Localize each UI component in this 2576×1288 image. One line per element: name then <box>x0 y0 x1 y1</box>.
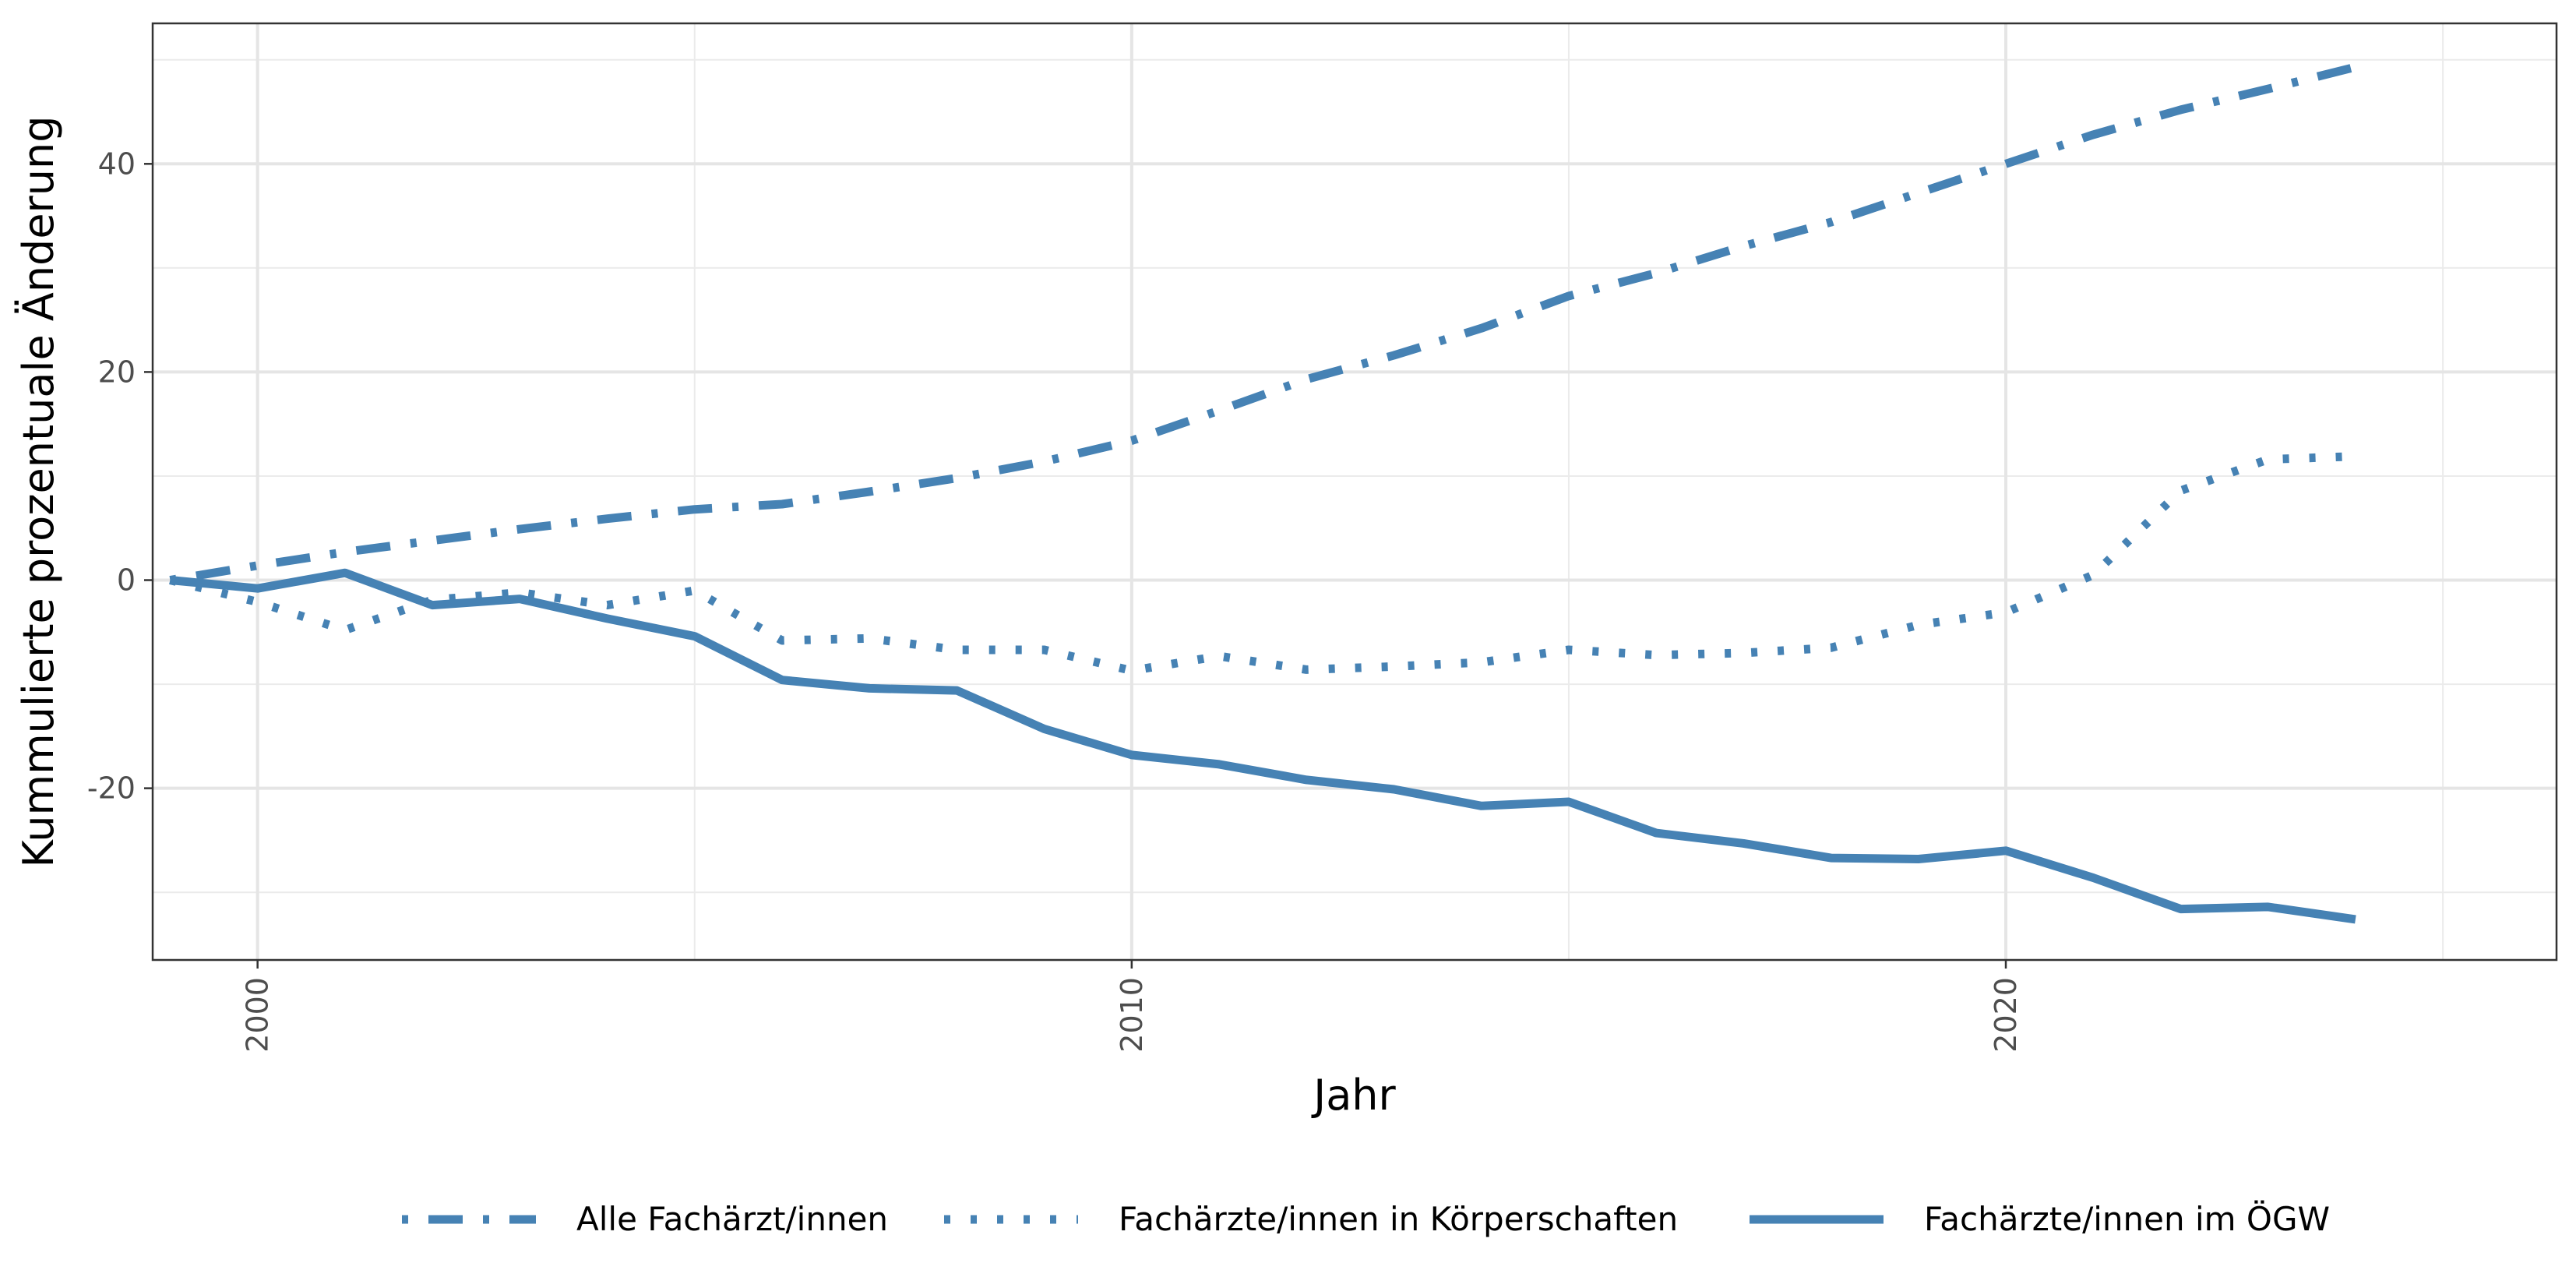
axis-ticks: -20 0 20 40 2000 2010 2020 <box>87 146 2023 1052</box>
series-line-0 <box>169 62 2357 584</box>
minor-gridlines <box>153 23 2557 960</box>
plot-panel-border <box>151 22 2558 962</box>
legend: Alle Fachärzt/innen Fachärzte/innen in K… <box>402 1199 2330 1238</box>
x-tick-label: 2020 <box>1989 977 2023 1053</box>
x-tick-label: 2010 <box>1115 977 1149 1053</box>
y-tick-label: 40 <box>98 146 136 181</box>
legend-item-alle-fachaerzte: Alle Fachärzt/innen <box>402 1200 888 1238</box>
legend-label-oegw: Fachärzte/innen im ÖGW <box>1924 1199 2330 1238</box>
legend-item-koerperschaften: Fachärzte/innen in Körperschaften <box>944 1200 1678 1238</box>
legend-label-koerperschaften: Fachärzte/innen in Körperschaften <box>1119 1200 1678 1238</box>
y-tick-label: 20 <box>98 355 136 389</box>
major-gridlines <box>153 23 2557 960</box>
series-line-2 <box>169 568 2356 924</box>
x-axis-title: Jahr <box>1311 1071 1396 1120</box>
y-tick-label: -20 <box>87 771 136 806</box>
x-tick-label: 2000 <box>241 977 275 1053</box>
series-line-1 <box>169 452 2356 676</box>
legend-label-alle-fachaerzte: Alle Fachärzt/innen <box>576 1200 888 1238</box>
series-lines <box>169 62 2357 924</box>
legend-item-oegw: Fachärzte/innen im ÖGW <box>1750 1199 2330 1238</box>
y-axis-title: Kummulierte prozentuale Änderung <box>14 116 63 868</box>
y-tick-label: 0 <box>117 563 136 598</box>
